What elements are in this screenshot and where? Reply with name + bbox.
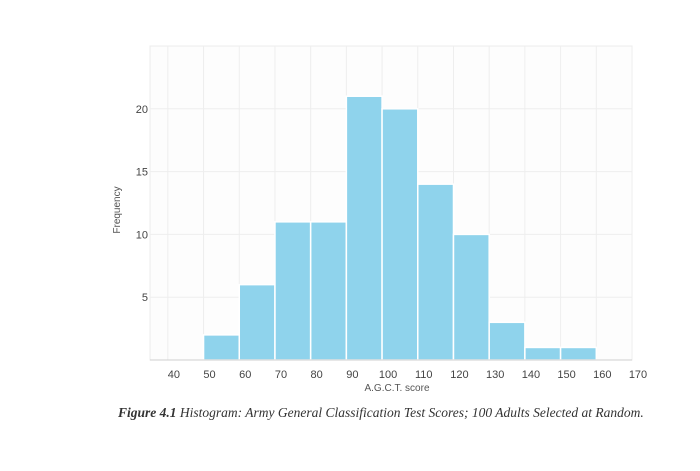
y-axis-label: Frequency [112, 186, 123, 233]
x-tick-label: 100 [379, 369, 397, 381]
x-tick-label: 90 [346, 369, 358, 381]
histogram-bar [381, 108, 419, 361]
histogram-chart: 40 50 60 70 80 90 100 110 120 130 140 150 160 170 5 10… [112, 45, 647, 394]
histogram-bar [238, 283, 276, 361]
y-tick-label: 20 [136, 104, 148, 116]
x-tick-label: 120 [450, 369, 468, 381]
x-tick-label: 50 [203, 369, 215, 381]
x-tick-label: 170 [629, 369, 647, 381]
histogram-bar [202, 334, 241, 361]
x-tick-label: 70 [275, 369, 287, 381]
x-tick-label: 40 [168, 369, 180, 381]
histogram-bar [488, 321, 526, 361]
caption-text: Histogram: Army General Classification T… [179, 405, 644, 420]
x-tick-label: 110 [415, 369, 433, 381]
histogram-bar [417, 183, 455, 361]
y-tick-label: 15 [136, 167, 148, 179]
histogram-bar [524, 346, 562, 361]
x-tick-label: 80 [311, 369, 323, 381]
figure-label: Figure 4.1 [118, 405, 177, 420]
histogram-bar [559, 346, 598, 361]
histogram-bar [452, 233, 490, 361]
y-tick-labels: 5 10 15 20 [136, 104, 148, 304]
y-tick-label: 5 [142, 292, 148, 304]
x-tick-label: 150 [557, 369, 575, 381]
x-tick-label: 130 [486, 369, 504, 381]
y-tick-label: 10 [136, 229, 148, 241]
x-tick-label: 140 [522, 369, 540, 381]
histogram-bar [309, 221, 348, 361]
x-tick-label: 160 [593, 369, 611, 381]
x-axis-label: A.G.C.T. score [364, 383, 429, 394]
bars [202, 95, 598, 361]
x-tick-label: 60 [239, 369, 251, 381]
figure-caption: Figure 4.1 Histogram: Army General Class… [118, 403, 658, 422]
histogram-bar [274, 221, 312, 361]
histogram-bar [345, 95, 383, 361]
x-tick-labels: 40 50 60 70 80 90 100 110 120 130 140 150 160 170 [168, 369, 647, 381]
